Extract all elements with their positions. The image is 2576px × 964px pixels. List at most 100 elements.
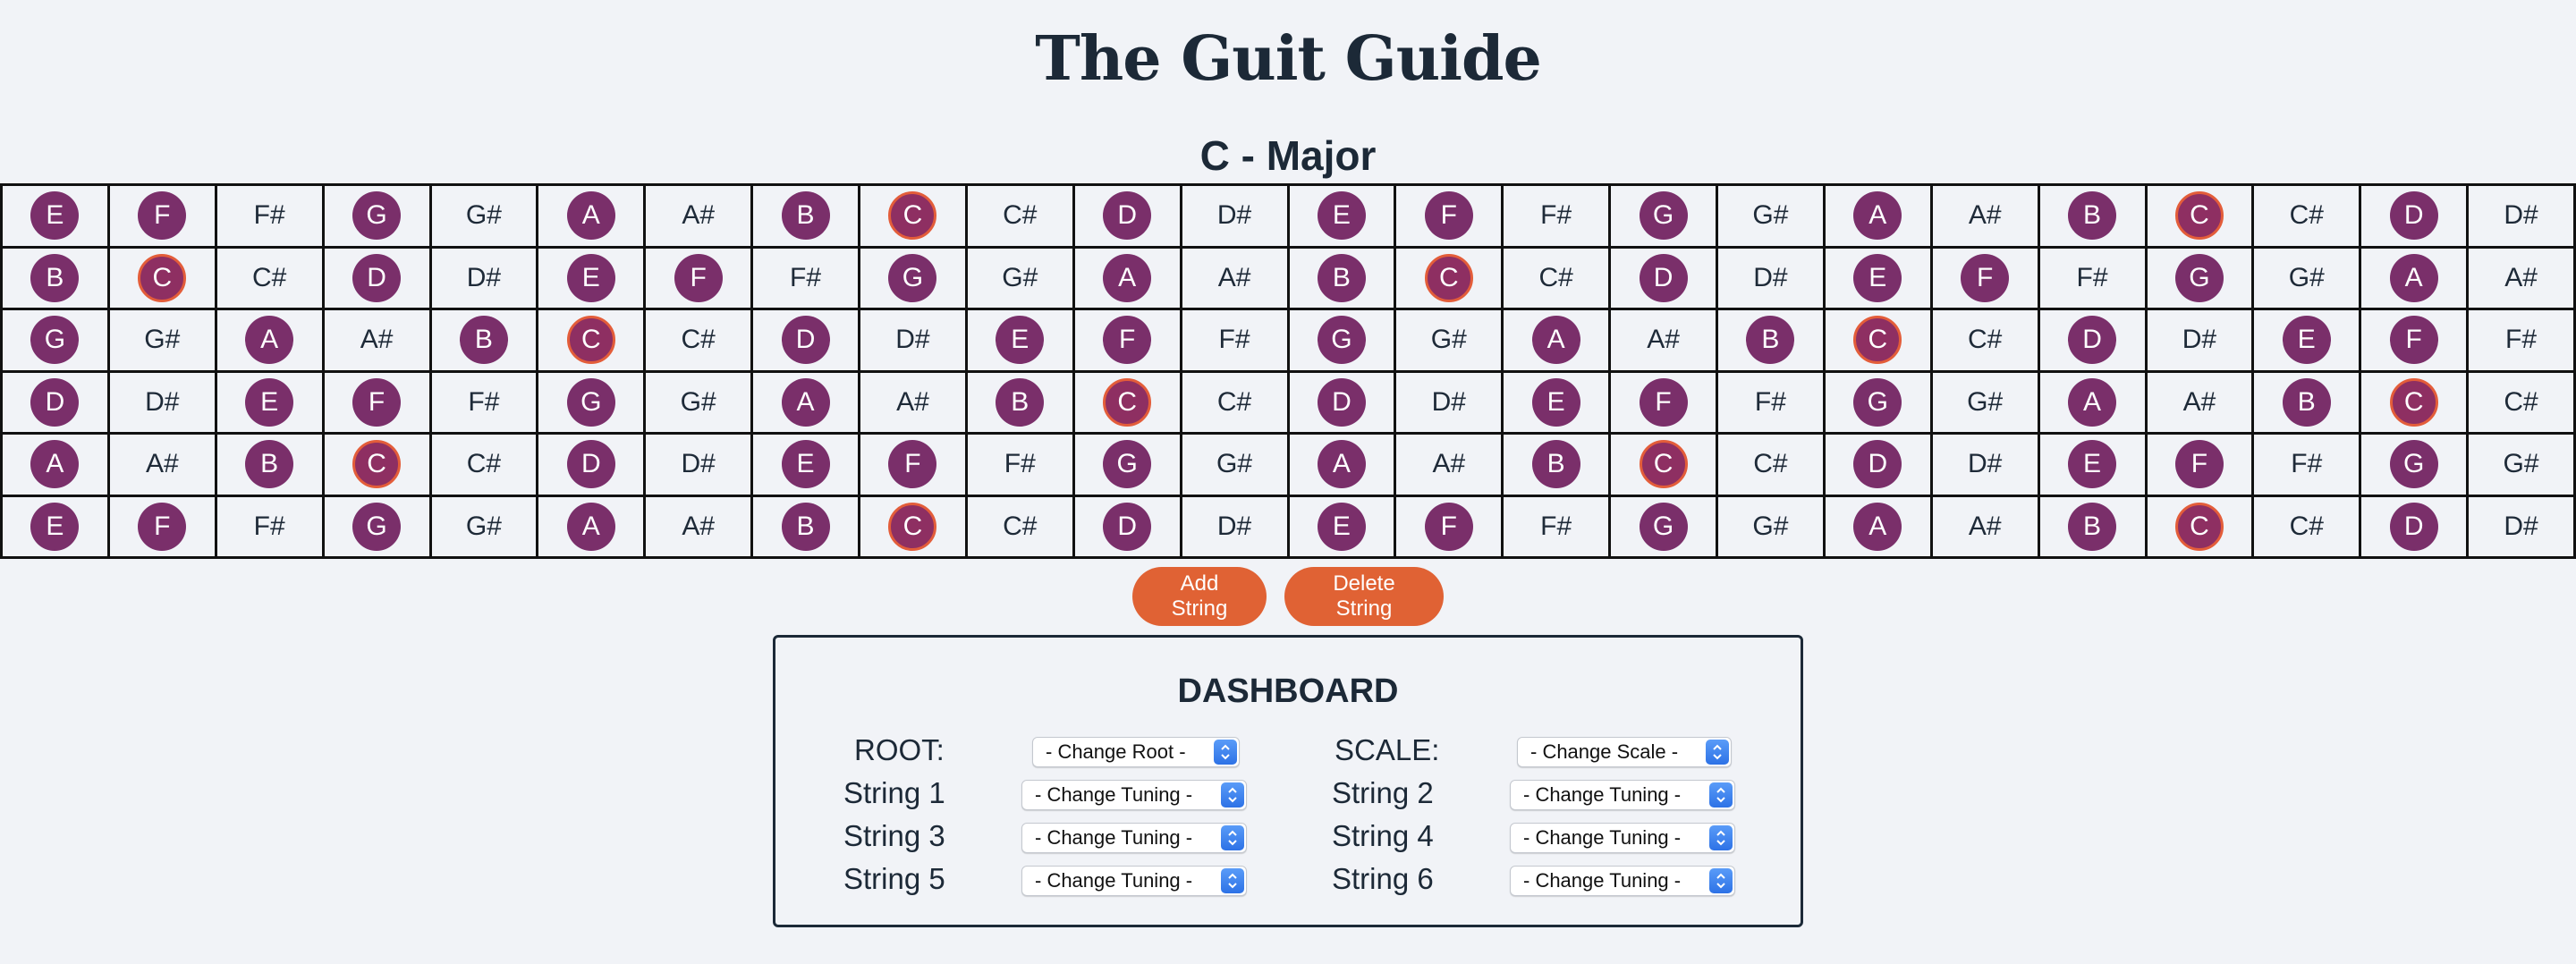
note-label: A# [1647, 325, 1680, 355]
root-note-marker: C [352, 440, 402, 489]
fret-cell: B [2039, 496, 2148, 559]
fret-cell: A# [860, 372, 968, 435]
fret-cell: G# [1396, 310, 1504, 373]
delete-string-button[interactable]: Delete String [1284, 567, 1444, 626]
scale-note-marker: D [30, 377, 80, 427]
note-label: A# [896, 386, 929, 417]
string-4-tuning-value: - Change Tuning - [1523, 826, 1682, 849]
fret-cell: B [431, 310, 539, 373]
note-label: C# [1216, 386, 1252, 417]
fret-cell: A [2361, 248, 2470, 310]
fret-cell: A# [1396, 435, 1504, 497]
string-6-tuning-select[interactable]: - Change Tuning - [1510, 866, 1735, 896]
fret-cell: F [646, 248, 754, 310]
string-4-tuning-select[interactable]: - Change Tuning - [1510, 823, 1735, 853]
scale-note-marker: F [138, 191, 187, 241]
string-2-tuning-select[interactable]: - Change Tuning - [1510, 780, 1735, 810]
scale-note-marker: A [2068, 377, 2117, 427]
scale-select-value: - Change Scale - [1530, 740, 1679, 763]
fret-cell: E [2039, 435, 2148, 497]
scale-note-marker: B [1317, 253, 1366, 302]
scale-note-marker: G [1103, 440, 1152, 489]
fret-cell: D# [1932, 435, 2040, 497]
fret-cell: A [2039, 372, 2148, 435]
select-arrows-icon [1214, 740, 1237, 765]
fret-cell: F# [431, 372, 539, 435]
root-note-marker: C [2174, 502, 2224, 551]
fret-cell: C# [2254, 186, 2362, 249]
fret-cell: D [2361, 186, 2470, 249]
fret-cell: G# [109, 310, 217, 373]
root-select[interactable]: - Change Root - [1032, 737, 1240, 767]
fret-cell: G [538, 372, 647, 435]
note-label: D# [1216, 200, 1252, 231]
dashboard-panel: DASHBOARD ROOT: - Change Root - SCALE: -… [773, 635, 1803, 927]
fret-cell: D# [2469, 186, 2576, 249]
string-5-tuning-select[interactable]: - Change Tuning - [1021, 866, 1247, 896]
note-label: G# [1752, 511, 1789, 541]
note-label: C# [1003, 511, 1038, 541]
scale-note-marker: E [1317, 502, 1366, 551]
fret-cell: F# [2254, 435, 2362, 497]
fret-cell: G# [431, 186, 539, 249]
scale-note-marker: D [352, 253, 402, 302]
fret-cell: A# [2469, 248, 2576, 310]
fret-cell: A [1825, 496, 1933, 559]
fret-cell: G# [1718, 496, 1826, 559]
fret-cell: F# [967, 435, 1075, 497]
note-label: F# [2291, 449, 2323, 479]
scale-note-marker: A [245, 316, 294, 365]
string-3-tuning-select[interactable]: - Change Tuning - [1021, 823, 1247, 853]
scale-title: C - Major [1199, 132, 1377, 179]
fret-cell: D [1289, 372, 1397, 435]
root-note-marker: C [1103, 377, 1152, 427]
fret-cell: B [1289, 248, 1397, 310]
fret-cell: C [860, 186, 968, 249]
string-1-tuning-select[interactable]: - Change Tuning - [1021, 780, 1247, 810]
fret-cell: G [2147, 248, 2255, 310]
fret-cell: D [1825, 435, 1933, 497]
note-label: D# [145, 386, 180, 417]
note-label: A# [360, 325, 394, 355]
fret-cell: D# [2147, 310, 2255, 373]
fret-cell: F [109, 186, 217, 249]
fret-cell: F# [1182, 310, 1290, 373]
scale-note-marker: E [566, 253, 615, 302]
note-label: D# [681, 449, 716, 479]
fret-cell: C [109, 248, 217, 310]
site-title: The Guit Guide [1035, 23, 1542, 95]
scale-note-marker: G [352, 502, 402, 551]
fret-cell: C# [216, 248, 325, 310]
note-label: A# [2182, 386, 2216, 417]
note-label: D# [895, 325, 930, 355]
fret-cell: A [216, 310, 325, 373]
scale-note-marker: F [352, 377, 402, 427]
fret-cell: A [3, 435, 110, 497]
string-1-label: String 1 [843, 776, 945, 809]
select-arrows-icon [1709, 868, 1733, 893]
fretboard: E F F# G G# A A# B C C# D D# E F F# G G# A A# B C C# D D# B C C# D D… [0, 183, 2576, 559]
note-label: A# [682, 200, 716, 231]
fret-cell: G# [1932, 372, 2040, 435]
scale-note-marker: E [996, 316, 1045, 365]
fret-cell: D# [1182, 186, 1290, 249]
note-label: C# [1753, 449, 1788, 479]
scale-note-marker: B [2282, 377, 2331, 427]
fret-cell: D [753, 310, 860, 373]
scale-note-marker: B [459, 316, 508, 365]
scale-note-marker: F [1424, 502, 1473, 551]
note-label: F# [1540, 200, 1572, 231]
fret-cell: A# [109, 435, 217, 497]
add-string-button[interactable]: Add String [1132, 567, 1267, 626]
select-arrows-icon [1221, 782, 1244, 808]
scale-select[interactable]: - Change Scale - [1517, 737, 1732, 767]
scale-note-marker: A [566, 191, 615, 241]
note-label: C# [1538, 262, 1573, 292]
fret-cell: A [1289, 435, 1397, 497]
fret-cell: C [1611, 435, 1718, 497]
scale-note-marker: G [2389, 440, 2438, 489]
root-note-marker: C [138, 253, 187, 302]
root-label: ROOT: [854, 733, 945, 766]
select-arrows-icon [1221, 825, 1244, 850]
fret-cell: F [1074, 310, 1182, 373]
